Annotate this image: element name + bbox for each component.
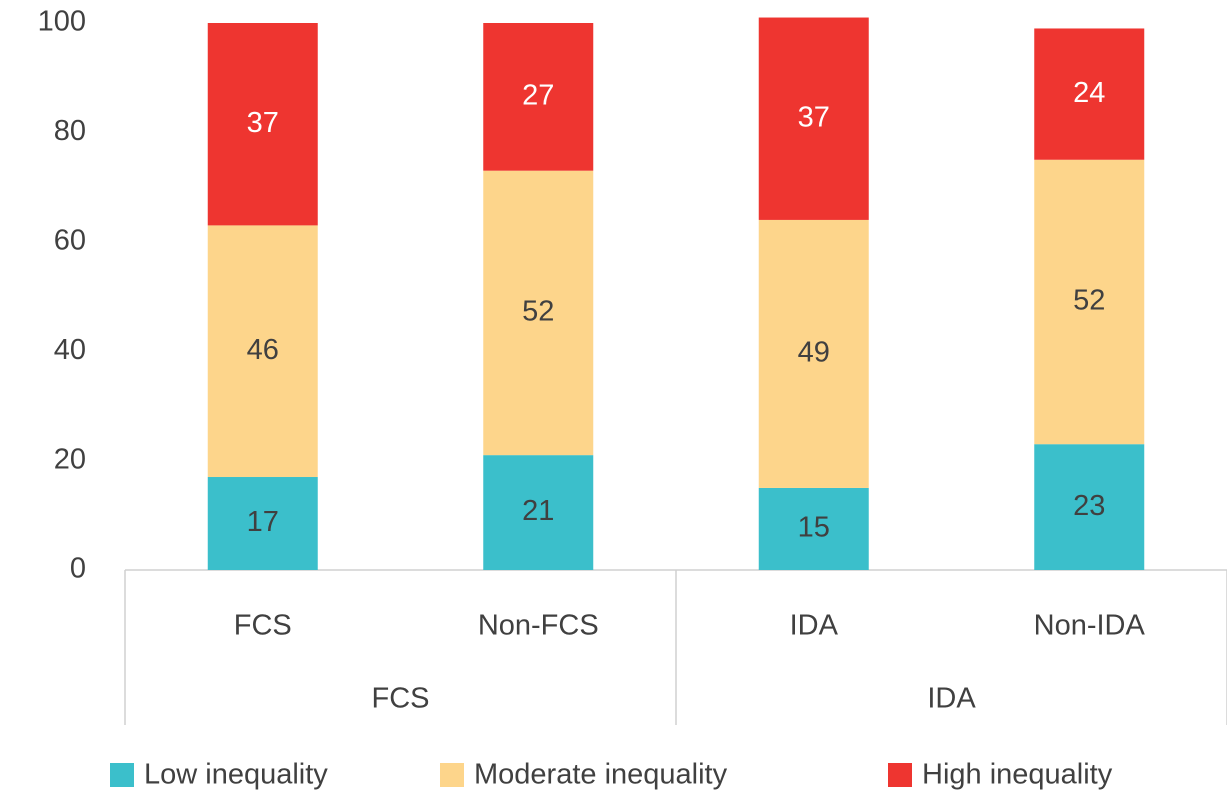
x-tick-label: Non-FCS <box>478 610 599 642</box>
y-tick-label: 20 <box>54 443 86 475</box>
legend-swatch <box>440 763 464 787</box>
bar-segment <box>1034 159 1145 445</box>
y-tick-label: 60 <box>54 224 86 256</box>
bar-segment <box>207 477 318 570</box>
group-label: FCS <box>372 683 430 715</box>
bar-segment <box>758 487 869 570</box>
data-label: 21 <box>522 495 554 527</box>
bar-segment <box>758 219 869 488</box>
data-label: 17 <box>247 506 279 538</box>
legend-label: Low inequality <box>144 759 328 791</box>
y-tick-label: 100 <box>38 6 86 38</box>
legend-label: Moderate inequality <box>474 759 728 791</box>
data-label: 37 <box>798 101 830 133</box>
legend-swatch <box>888 763 912 787</box>
y-tick-label: 40 <box>54 334 86 366</box>
bar-segment <box>207 225 318 478</box>
legend-swatch <box>110 763 134 787</box>
data-label: 52 <box>1073 285 1105 317</box>
data-label: 15 <box>798 512 830 544</box>
x-tick-label: FCS <box>234 610 292 642</box>
bar-segment <box>483 170 594 456</box>
bar-segment <box>207 23 318 226</box>
data-label: 46 <box>247 334 279 366</box>
x-tick-label: IDA <box>790 610 839 642</box>
data-label: 49 <box>798 337 830 369</box>
legend-label: High inequality <box>922 759 1113 791</box>
bar-segment <box>483 23 594 171</box>
data-label: 52 <box>522 296 554 328</box>
x-tick-label: Non-IDA <box>1034 610 1146 642</box>
bar-segment <box>1034 444 1145 570</box>
y-tick-label: 80 <box>54 115 86 147</box>
bar-segment <box>758 17 869 220</box>
data-label: 23 <box>1073 490 1105 522</box>
bar-segment <box>483 455 594 570</box>
data-label: 24 <box>1073 77 1105 109</box>
bar-segment <box>1034 28 1145 160</box>
data-label: 27 <box>522 80 554 112</box>
data-label: 37 <box>247 107 279 139</box>
y-tick-label: 0 <box>70 553 86 585</box>
group-label: IDA <box>927 683 976 715</box>
